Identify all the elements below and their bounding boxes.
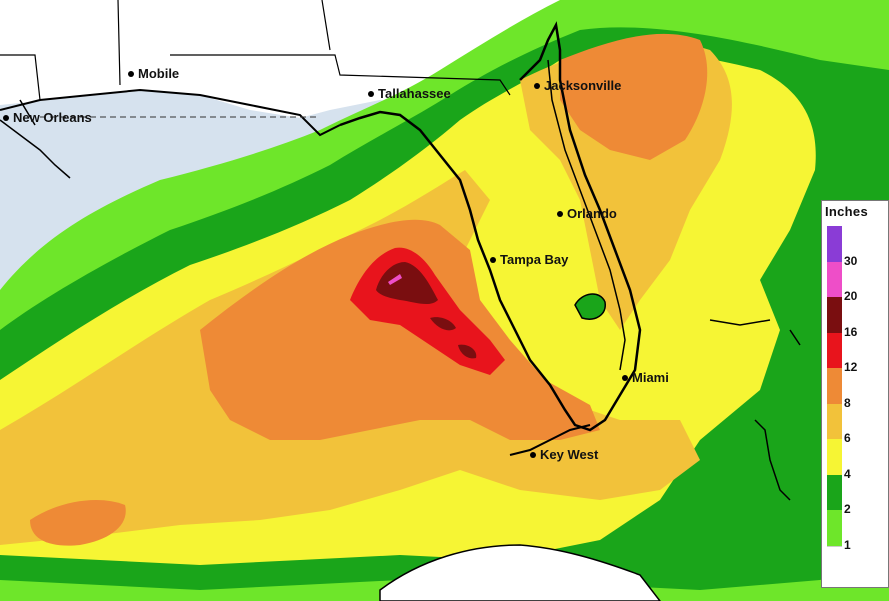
rain-band-16in-b: [430, 317, 456, 331]
legend-swatch-2: [827, 474, 842, 510]
city-label-tallahassee: Tallahassee: [378, 86, 451, 101]
legend-label-12: 12: [844, 360, 858, 374]
state-borders: [0, 0, 511, 101]
gulf-coast-outline: [0, 88, 341, 137]
legend-swatch-12: [827, 332, 842, 368]
city-dot: [557, 210, 563, 217]
city-orlando: Orlando: [557, 206, 617, 221]
legend-title: Inches: [825, 204, 868, 219]
city-jacksonville: Jacksonville: [534, 78, 621, 93]
land-cuba: [379, 544, 661, 601]
bahamas-islands: [709, 319, 801, 501]
city-label-miami: Miami: [632, 370, 669, 385]
city-dot: [490, 256, 496, 263]
legend-label-8: 8: [844, 395, 851, 410]
city-label-orlando: Orlando: [567, 206, 617, 221]
legend-swatch-16: [827, 297, 842, 333]
city-dot: [622, 374, 628, 381]
rainfall-legend: Inches 30 20 16 12 8 6 4 2 1: [821, 200, 889, 588]
legend-label-1: 1: [844, 537, 851, 552]
louisiana-coast: [0, 99, 71, 179]
city-label-jacksonville: Jacksonville: [544, 78, 622, 93]
rain-band-16in-c: [458, 344, 477, 359]
city-label-mobile: Mobile: [138, 66, 180, 81]
city-dot: [530, 451, 536, 458]
legend-swatch-8: [827, 368, 842, 404]
city-mobile: Mobile: [128, 66, 179, 81]
rain-band-20in: [388, 274, 402, 285]
city-key-west: Key West: [530, 447, 598, 462]
legend-swatch-20: [827, 261, 842, 297]
legend-label-2: 2: [844, 502, 851, 516]
city-dot: [128, 70, 134, 77]
legend-swatch-1: [827, 510, 842, 546]
city-new-orleans: New Orleans: [3, 110, 92, 125]
city-dot: [534, 82, 540, 89]
legend-label-20: 20: [844, 289, 858, 303]
legend-label-16: 16: [844, 324, 858, 339]
lake-okeechobee: [574, 293, 606, 320]
legend-label-30: 30: [844, 253, 858, 268]
city-dot: [368, 90, 374, 97]
city-label-tampa-bay: Tampa Bay: [500, 252, 569, 267]
florida-keys: [509, 424, 591, 456]
rain-band-8in-ne: [560, 33, 708, 160]
rain-band-8in-sw: [30, 500, 126, 546]
city-label-new-orleans: New Orleans: [13, 110, 92, 125]
legend-swatch-30: [827, 226, 842, 262]
legend-swatch-4: [827, 439, 842, 475]
legend-swatch-6: [827, 403, 842, 439]
city-dot: [3, 114, 9, 121]
rain-band-16in: [376, 262, 438, 305]
legend-swatch-below-1: [827, 545, 842, 582]
legend-label-4: 4: [844, 466, 851, 481]
city-miami: Miami: [622, 370, 669, 385]
legend-label-6: 6: [844, 431, 851, 445]
florida-inner-coast: [547, 59, 626, 371]
rain-band-8in: [200, 219, 600, 440]
city-tallahassee: Tallahassee: [368, 86, 451, 101]
city-label-key-west: Key West: [540, 447, 599, 462]
city-tampa-bay: Tampa Bay: [490, 252, 568, 267]
